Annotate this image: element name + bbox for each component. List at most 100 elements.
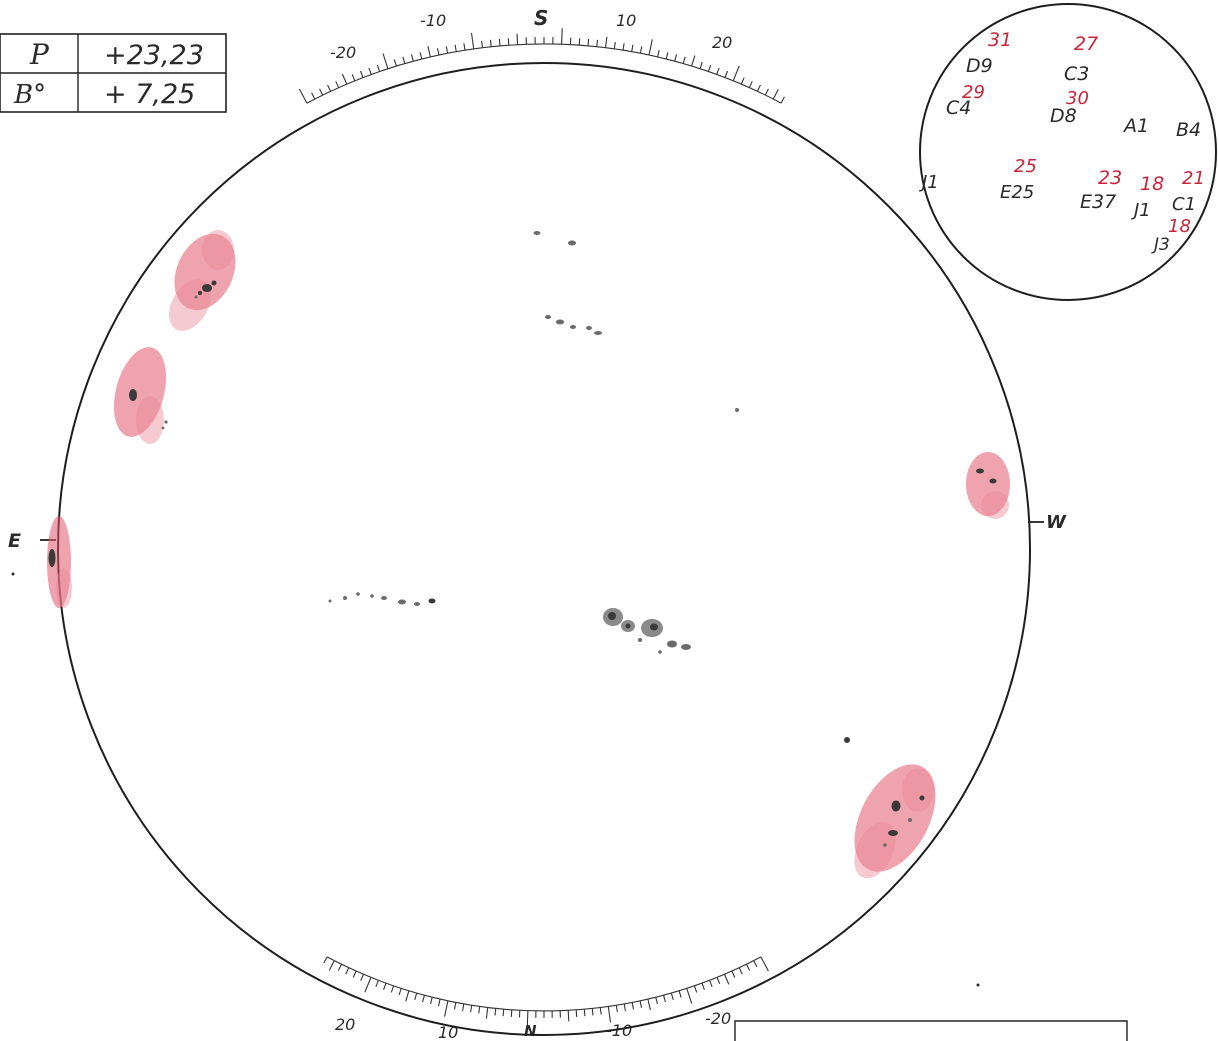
sunspot-group-left: [129, 389, 168, 430]
scale-tick: [631, 1002, 635, 1010]
scale-tick: [319, 88, 324, 96]
scale-tick: [631, 44, 634, 52]
east-label: E: [8, 530, 21, 552]
scale-tick: [335, 81, 340, 88]
facula-patch: [966, 452, 1010, 516]
sunspot-group-north-upper: [533, 231, 576, 246]
scale-tick: [360, 974, 365, 981]
scale-tick: [427, 46, 431, 58]
sunspot-group-west-limb: [976, 468, 997, 484]
pencil-dot: [976, 983, 980, 987]
facula-patch: [47, 516, 71, 608]
scale-tick: [414, 992, 418, 1000]
scale-tick: [410, 54, 414, 62]
legend-code-e25: E25: [1000, 182, 1034, 203]
sunspot: [681, 644, 691, 650]
sunspot: [202, 284, 212, 292]
facula-patch: [854, 821, 896, 879]
legend-code-a1: A1: [1122, 115, 1149, 137]
scale-tick: [422, 995, 425, 1003]
scale-tick: [760, 956, 769, 972]
scale-tick: [575, 1009, 578, 1017]
sunspot-group-upper-left: [194, 280, 217, 299]
scale-tick: [578, 38, 581, 46]
pencil-dot: [11, 572, 15, 576]
sunspot-group-southeast-chain: [328, 592, 436, 606]
scale-tick: [462, 1003, 465, 1011]
sunspot: [381, 596, 387, 600]
sunspot: [414, 602, 420, 606]
sunspot: [919, 795, 925, 801]
legend-day-j1-right: 18: [1140, 173, 1164, 195]
scale-tick: [746, 963, 751, 971]
sunspot: [844, 737, 850, 743]
scale-tick: [352, 970, 357, 978]
scale-tick: [463, 43, 466, 51]
scale-tick: [665, 52, 669, 60]
legend-day-c1: 21: [1182, 168, 1205, 189]
sunspot: [545, 315, 551, 319]
scale-tick: [454, 44, 457, 52]
legend-code-d9: D9: [966, 55, 993, 77]
facula-patch: [56, 568, 72, 608]
scale-tick: [453, 1002, 457, 1010]
scale-tick: [670, 992, 674, 1000]
sunspot: [328, 599, 332, 603]
scale-tick: [526, 1010, 529, 1027]
scale-tick: [724, 70, 729, 78]
facula-patch: [902, 768, 934, 812]
legend-code-d8: D8: [1050, 105, 1077, 127]
scale-tick: [429, 997, 433, 1005]
scale-tick: [604, 36, 608, 48]
sunspot: [129, 389, 137, 401]
scale-tick: [402, 56, 406, 64]
scale-tick: [709, 980, 713, 987]
scale-tick: [436, 48, 440, 56]
sunspot: [211, 280, 217, 286]
top-scale: -20 -10 10 20 S: [298, 6, 785, 104]
scale-tick: [657, 49, 660, 58]
bottom-scale-label-20: 20: [335, 1015, 355, 1034]
sunspot: [198, 291, 202, 295]
scale-tick: [390, 985, 395, 993]
facula-patch: [202, 230, 234, 270]
scale-tick: [622, 43, 625, 51]
top-scale-label-10: 10: [616, 11, 636, 30]
scale-tick: [648, 39, 653, 56]
scale-tick: [470, 1005, 473, 1013]
facula-patch: [981, 491, 1009, 519]
scale-tick: [567, 1010, 570, 1022]
scale-tick: [337, 963, 342, 971]
scale-tick: [583, 1009, 586, 1017]
scale-tick: [516, 33, 519, 45]
scale-tick: [596, 39, 599, 47]
sunspot: [989, 478, 997, 484]
scale-tick: [753, 960, 758, 968]
sunspot: [586, 326, 592, 330]
sunspot: [194, 295, 198, 299]
top-scale-label-20: 20: [712, 33, 732, 52]
scale-tick: [731, 970, 736, 978]
scale-tick: [489, 39, 492, 47]
sunspot-group-north-middle: [545, 315, 602, 335]
legend-code-c1: C1: [1172, 194, 1196, 215]
facula-patch: [136, 396, 164, 444]
sunspot-group-central-large: [603, 608, 691, 654]
scale-tick: [351, 74, 356, 82]
scale-tick: [470, 33, 475, 49]
scale-tick: [498, 38, 501, 46]
scale-tick: [587, 38, 590, 46]
facula-region-lower-right: [854, 764, 936, 879]
sunspot: [891, 800, 901, 812]
solar-disk-outline: [57, 62, 1031, 1036]
bottom-scale-ticks: [323, 956, 769, 1027]
scale-tick: [437, 999, 441, 1007]
group-legend: 31 D9 27 C3 29 C4 30 D8 A1 B4 J1 25 E25 …: [919, 3, 1217, 301]
scale-tick: [639, 46, 643, 54]
params-table: P +23,23 B° + 7,25: [0, 33, 227, 113]
scale-tick: [693, 985, 698, 993]
scale-baseline: [306, 43, 782, 104]
scale-tick: [599, 1007, 602, 1015]
scale-tick: [368, 67, 372, 75]
scale-tick: [375, 980, 379, 987]
